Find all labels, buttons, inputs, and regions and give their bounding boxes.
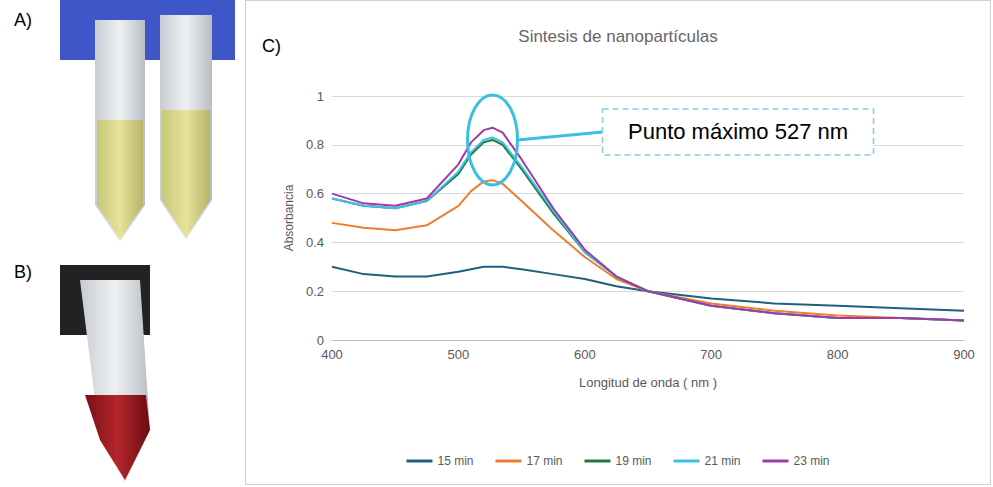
svg-text:21 min: 21 min: [705, 454, 741, 468]
svg-text:500: 500: [448, 347, 470, 362]
svg-text:19 min: 19 min: [615, 454, 651, 468]
svg-text:Absorbancia: Absorbancia: [282, 184, 296, 251]
html-text:B): B): [14, 262, 32, 282]
svg-text:Sintesis de nanopartículas: Sintesis de nanopartículas: [518, 27, 717, 46]
svg-text:0: 0: [317, 333, 324, 348]
svg-text:400: 400: [321, 347, 343, 362]
html-text:A): A): [14, 10, 32, 30]
svg-text:15 min: 15 min: [437, 454, 473, 468]
svg-text:0.6: 0.6: [306, 186, 324, 201]
svg-text:0.8: 0.8: [306, 137, 324, 152]
svg-text:17 min: 17 min: [526, 454, 562, 468]
svg-text:1: 1: [317, 89, 324, 104]
svg-text:0.2: 0.2: [306, 284, 324, 299]
svg-text:600: 600: [574, 347, 596, 362]
svg-text:900: 900: [953, 347, 975, 362]
html-text:C): C): [262, 36, 281, 56]
svg-text:0.4: 0.4: [306, 235, 324, 250]
svg-text:800: 800: [827, 347, 849, 362]
svg-text:Longitud de onda ( nm ): Longitud de onda ( nm ): [579, 375, 717, 390]
svg-text:Punto máximo 527 nm: Punto máximo 527 nm: [628, 119, 848, 144]
svg-text:23 min: 23 min: [794, 454, 830, 468]
svg-text:700: 700: [700, 347, 722, 362]
